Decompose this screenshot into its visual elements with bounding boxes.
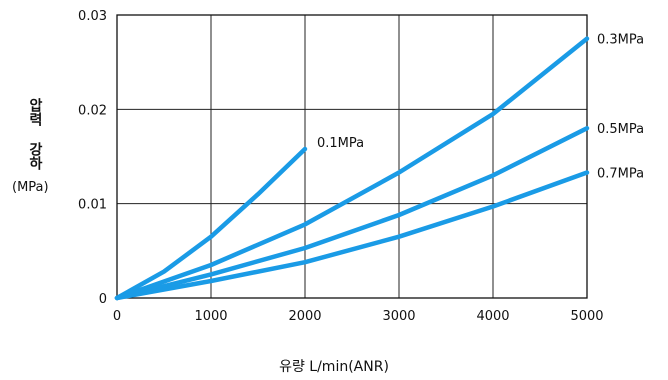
x-tick-label: 0 <box>113 309 121 324</box>
x-tick-labels: 0 1000 2000 3000 4000 5000 <box>113 309 604 324</box>
x-tick-label: 2000 <box>288 309 321 324</box>
series-line-0 <box>114 146 308 301</box>
y-tick-label: 0.01 <box>78 198 107 213</box>
y-tick-labels: 0 0.01 0.02 0.03 <box>78 9 107 307</box>
y-tick-label: 0.02 <box>78 103 107 118</box>
plot-frame <box>116 14 588 299</box>
x-tick-label: 5000 <box>570 309 603 324</box>
y-axis-title: 압력 강하 <box>27 98 43 170</box>
series-line-3 <box>114 170 590 301</box>
x-tick-label: 1000 <box>194 309 227 324</box>
x-tick-label: 3000 <box>382 309 415 324</box>
series-line-1 <box>114 36 590 301</box>
series-line-2 <box>114 125 590 301</box>
series-label-3: 0.7MPa <box>597 167 644 182</box>
x-axis-title: 유량 L/min(ANR) <box>279 359 389 375</box>
series-label-1: 0.3MPa <box>597 33 644 48</box>
y-tick-label: 0.03 <box>78 9 107 24</box>
x-tick-label: 4000 <box>476 309 509 324</box>
series-label-0: 0.1MPa <box>317 136 364 151</box>
grid-lines <box>117 15 587 298</box>
series-label-2: 0.5MPa <box>597 122 644 137</box>
series-lines <box>114 36 590 301</box>
series-labels: 0.1MPa 0.3MPa 0.5MPa 0.7MPa <box>317 33 644 182</box>
y-tick-label: 0 <box>99 292 107 307</box>
y-axis-unit: (MPa) <box>12 180 49 195</box>
